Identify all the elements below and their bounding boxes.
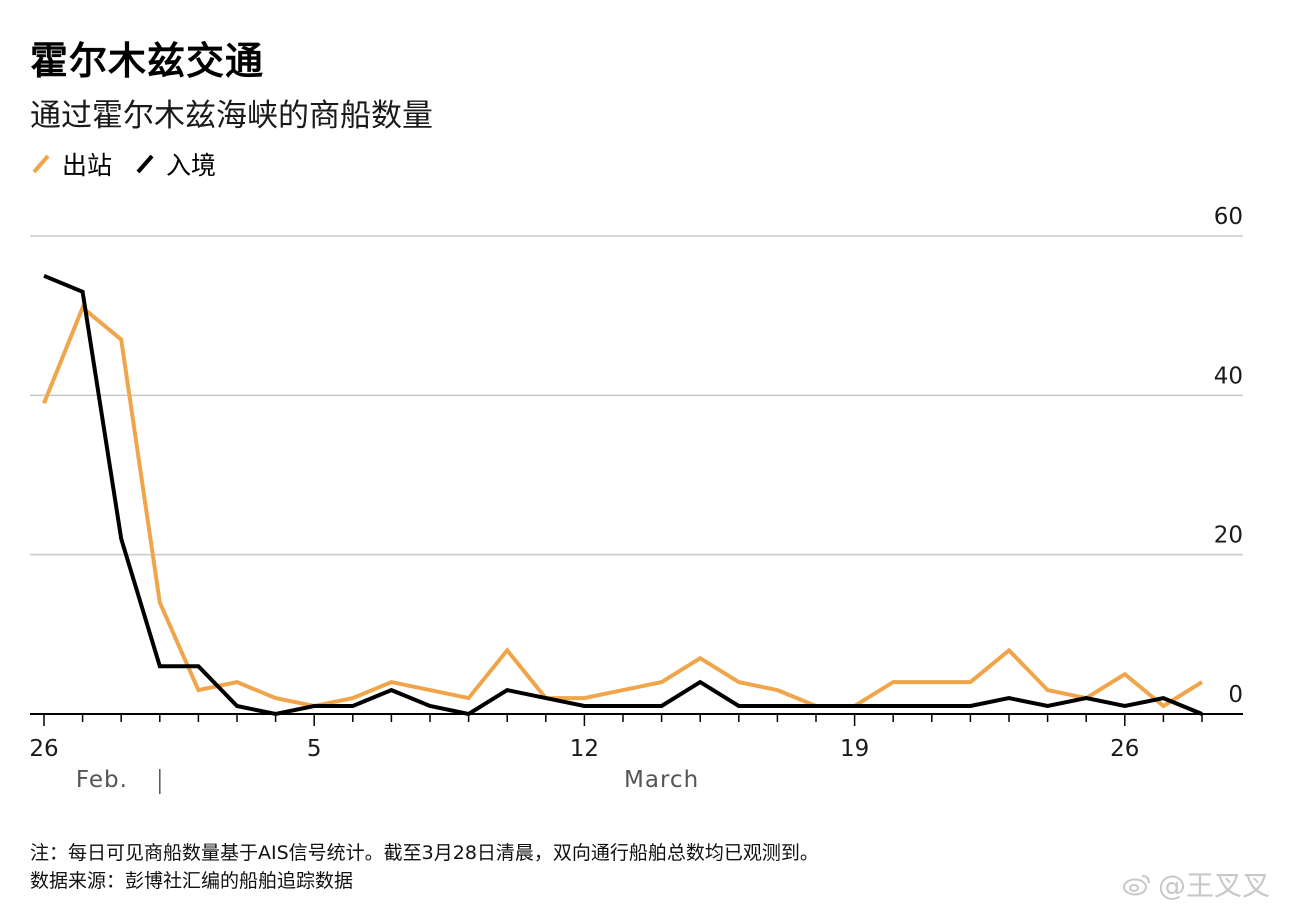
month-label-0: Feb. — [76, 767, 128, 793]
y-tick-label-20: 20 — [1214, 523, 1243, 549]
series-layer — [42, 273, 1204, 717]
x-tick-label-7: 5 — [307, 736, 322, 762]
x-tick-label-14: 12 — [570, 736, 599, 762]
x-tick-label-0: 26 — [29, 736, 58, 762]
line-chart: 0 20 40 60 26 5 12 19 26 Feb. March — [29, 204, 1243, 794]
series-line-0 — [42, 304, 1204, 709]
series-line-1 — [43, 273, 1203, 717]
legend-item-inbound: 入境 — [134, 146, 216, 182]
legend-swatch-inbound — [136, 154, 154, 174]
x-tick-label-21: 19 — [840, 736, 869, 762]
y-tick-label-60: 60 — [1214, 204, 1243, 230]
watermark: @王叉叉 — [1122, 864, 1270, 904]
legend-label-outbound: 出站 — [62, 151, 113, 180]
x-axis: 26 5 12 19 26 Feb. March — [29, 713, 1243, 794]
legend-swatch-outbound — [32, 154, 50, 174]
grid-layer: 0 20 40 60 — [30, 204, 1243, 708]
month-label-1: March — [624, 767, 699, 793]
chart-note: 注：每日可见商船数量基于AIS信号统计。截至3月28日清晨，双向通行船舶总数均已… — [30, 842, 819, 864]
legend-item-outbound: 出站 — [30, 146, 112, 182]
chart-source: 数据来源：彭博社汇编的船舶追踪数据 — [30, 870, 354, 892]
y-tick-label-0: 0 — [1228, 682, 1243, 708]
chart-title: 霍尔木兹交通 — [30, 39, 265, 83]
weibo-icon — [1122, 875, 1150, 896]
legend: 出站 入境 — [30, 146, 238, 182]
chart-subtitle: 通过霍尔木兹海峡的商船数量 — [30, 98, 433, 134]
y-tick-label-40: 40 — [1214, 363, 1243, 389]
watermark-text: @王叉叉 — [1157, 869, 1270, 902]
x-tick-label-28: 26 — [1110, 736, 1139, 762]
legend-label-inbound: 入境 — [166, 151, 217, 180]
